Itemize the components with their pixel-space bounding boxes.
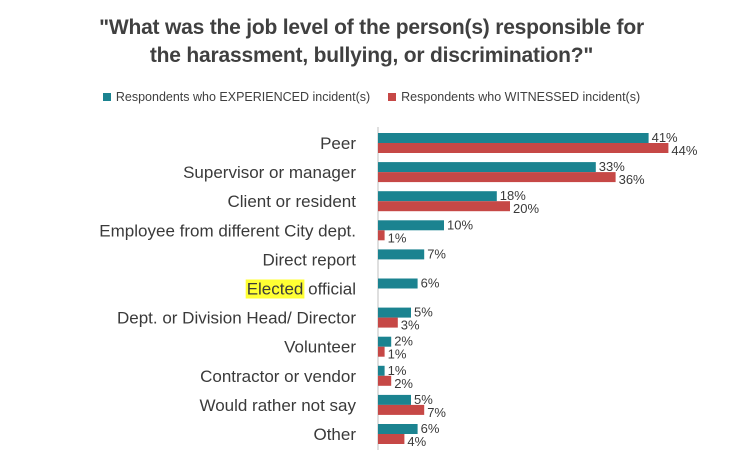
text-highlight (245, 279, 305, 299)
bar-experienced (378, 249, 425, 260)
legend-swatch-witnessed (388, 93, 397, 101)
chart-title-line-2: the harassment, bullying, or discriminat… (149, 44, 594, 67)
value-label-experienced: 6% (421, 276, 440, 291)
bar-experienced (378, 424, 418, 434)
bar-experienced (378, 336, 392, 347)
chart-legend: Respondents who EXPERIENCED incident(s) … (0, 90, 743, 104)
bar-witnessed (378, 172, 616, 183)
value-label-experienced: 5% (414, 392, 433, 407)
value-label-experienced: 10% (447, 217, 473, 232)
value-label-witnessed: 1% (388, 230, 407, 245)
bar-witnessed (378, 434, 405, 444)
value-label-experienced: 1% (388, 363, 407, 378)
legend-item-witnessed: Respondents who WITNESSED incident(s) (388, 90, 640, 104)
bar-experienced (378, 365, 385, 376)
category-label: Client or resident (227, 192, 356, 211)
value-label-experienced: 41% (652, 130, 678, 145)
value-label-witnessed: 4% (407, 434, 426, 449)
value-label-witnessed: 44% (671, 143, 697, 158)
bar-witnessed (378, 404, 425, 415)
bar-experienced (378, 220, 444, 231)
chart-title: "What was the job level of the person(s)… (0, 14, 743, 70)
legend-swatch-experienced (102, 93, 111, 101)
category-label: Elected official (247, 280, 356, 299)
bar-witnessed (378, 230, 385, 241)
value-label-witnessed: 1% (388, 347, 407, 362)
chart-title-line-1: "What was the job level of the person(s)… (99, 16, 644, 39)
category-label: Other (313, 425, 356, 444)
value-label-witnessed: 20% (513, 201, 539, 216)
bar-experienced (378, 278, 418, 289)
value-label-witnessed: 7% (427, 405, 446, 420)
category-label: Contractor or vendor (200, 367, 356, 386)
value-label-witnessed: 2% (394, 376, 413, 391)
category-label: Dept. or Division Head/ Director (117, 309, 356, 328)
value-label-witnessed: 36% (619, 172, 645, 187)
value-label-experienced: 5% (414, 305, 433, 320)
category-label: Would rather not say (199, 396, 356, 415)
bar-experienced (378, 394, 411, 405)
value-label-experienced: 6% (421, 421, 440, 436)
category-label: Employee from different City dept. (99, 221, 356, 240)
bar-experienced (378, 307, 411, 318)
bar-witnessed (378, 317, 398, 328)
value-label-experienced: 33% (599, 159, 625, 174)
legend-label-witnessed: Respondents who WITNESSED incident(s) (401, 90, 641, 104)
value-label-experienced: 18% (500, 188, 526, 203)
bar-witnessed (378, 375, 392, 386)
legend-label-experienced: Respondents who EXPERIENCED incident(s) (115, 90, 371, 104)
bar-experienced (378, 191, 497, 202)
legend-item-experienced: Respondents who EXPERIENCED incident(s) (102, 90, 371, 104)
bar-experienced (378, 162, 596, 173)
bar-experienced (378, 133, 649, 143)
category-label: Supervisor or manager (183, 163, 356, 182)
category-label: Volunteer (284, 338, 356, 357)
value-label-experienced: 2% (394, 334, 413, 349)
category-label: Peer (320, 134, 356, 153)
bar-witnessed (378, 346, 385, 357)
value-label-witnessed: 3% (401, 318, 420, 333)
bar-witnessed (378, 201, 510, 212)
value-label-experienced: 7% (427, 246, 446, 261)
bar-witnessed (378, 143, 669, 153)
category-label: Direct report (262, 250, 356, 269)
